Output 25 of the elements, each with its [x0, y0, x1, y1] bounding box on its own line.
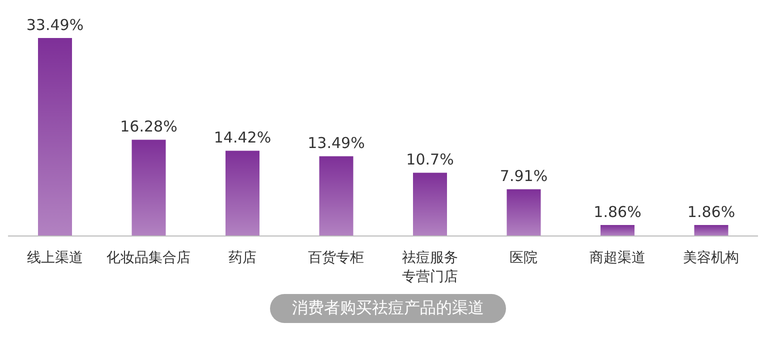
bar [38, 38, 72, 236]
bar [506, 189, 541, 236]
x-tick-label: 线上渠道 [26, 250, 83, 266]
data-label: 10.7% [406, 150, 454, 169]
text: 消费者购买祛痘产品的渠道 [270, 294, 506, 323]
data-label: 16.28% [120, 118, 178, 136]
x-tick-label: 药店 [228, 250, 256, 266]
data-label: 7.91% [500, 167, 548, 186]
x-tick-label: 医院 [510, 250, 538, 266]
bar [413, 172, 447, 236]
bar [694, 225, 728, 236]
data-label: 1.86% [687, 203, 736, 222]
x-tick-label: 化妆品集合店 [106, 250, 191, 266]
x-tick-label: 商超渠道 [589, 250, 646, 266]
x-tick-label: 百货专柜 [308, 250, 364, 266]
data-label: 14.42% [214, 128, 272, 147]
x-tick-label: 美容机构 [683, 250, 740, 266]
bar [600, 225, 634, 236]
data-label: 13.49% [308, 134, 365, 152]
x-tick-label: 祛痘服务专营门店 [402, 250, 458, 285]
data-label: 33.49% [26, 16, 84, 34]
bar [132, 140, 166, 236]
bar [319, 156, 354, 236]
data-label: 1.86% [594, 203, 642, 222]
bar [226, 150, 260, 236]
